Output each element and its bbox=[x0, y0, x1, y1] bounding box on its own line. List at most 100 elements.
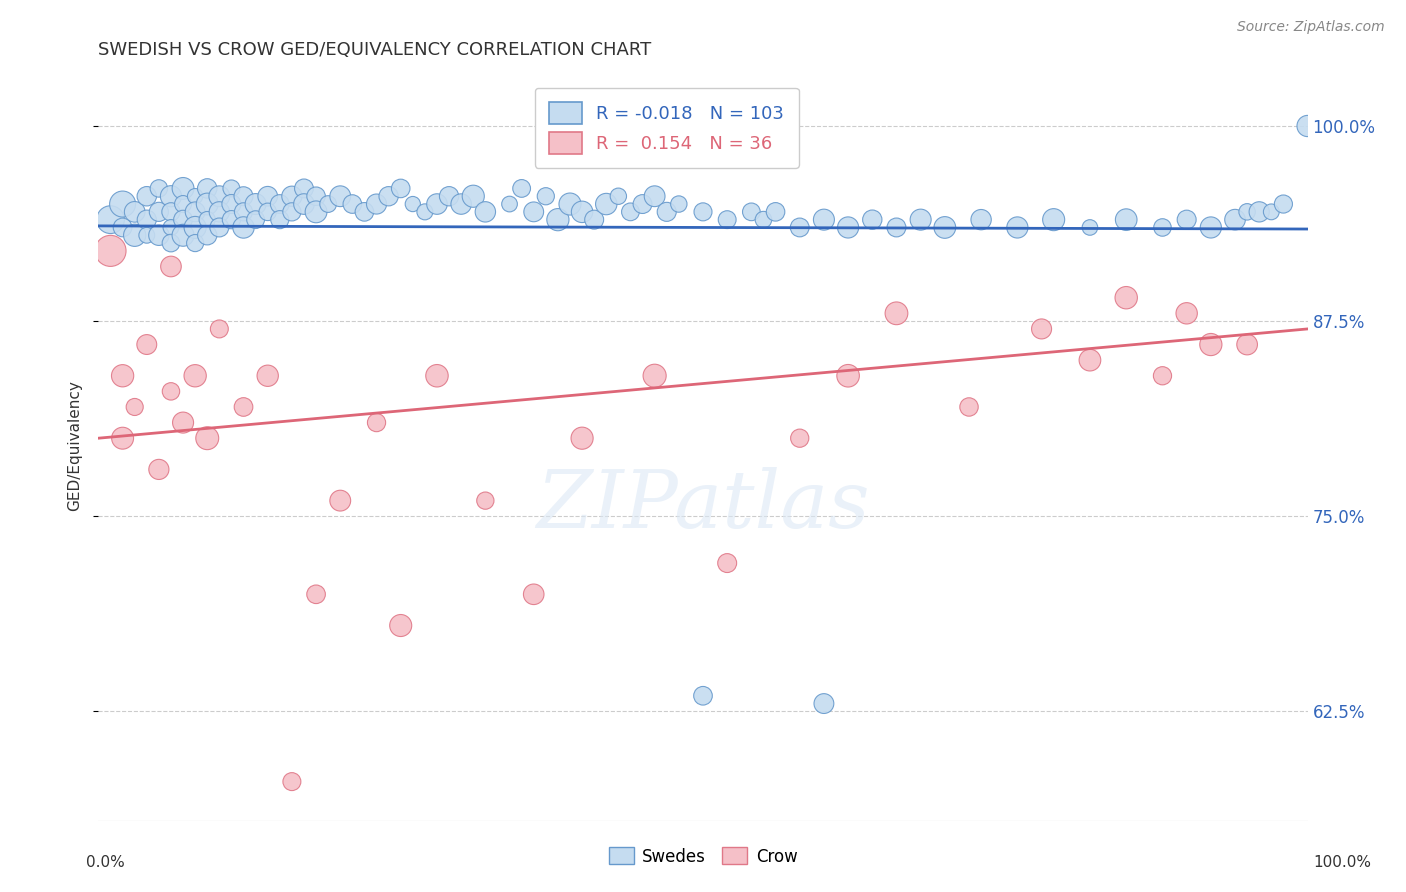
Point bbox=[1115, 291, 1137, 305]
Point bbox=[523, 204, 546, 219]
Point bbox=[221, 181, 243, 195]
Point bbox=[124, 228, 146, 243]
Point bbox=[172, 416, 194, 430]
Point bbox=[1296, 119, 1319, 133]
Point bbox=[813, 212, 835, 227]
Point bbox=[1236, 337, 1258, 351]
Point bbox=[184, 235, 207, 250]
Point bbox=[1042, 212, 1064, 227]
Point bbox=[305, 587, 328, 601]
Point bbox=[111, 368, 134, 383]
Text: 100.0%: 100.0% bbox=[1313, 855, 1372, 870]
Point bbox=[281, 189, 304, 203]
Text: ZIPatlas: ZIPatlas bbox=[536, 467, 870, 545]
Point bbox=[886, 220, 908, 235]
Point bbox=[595, 197, 617, 211]
Point bbox=[402, 197, 425, 211]
Point bbox=[1236, 204, 1258, 219]
Point bbox=[342, 197, 364, 211]
Point bbox=[292, 197, 315, 211]
Point bbox=[752, 212, 775, 227]
Point bbox=[195, 431, 218, 445]
Point bbox=[160, 384, 183, 399]
Text: 0.0%: 0.0% bbox=[86, 855, 125, 870]
Point bbox=[1031, 322, 1053, 336]
Point bbox=[474, 493, 496, 508]
Point bbox=[232, 189, 254, 203]
Point bbox=[269, 212, 291, 227]
Point bbox=[389, 618, 412, 632]
Point bbox=[970, 212, 993, 227]
Point bbox=[523, 587, 546, 601]
Point bbox=[692, 204, 714, 219]
Point bbox=[305, 189, 328, 203]
Point bbox=[498, 197, 520, 211]
Point bbox=[426, 368, 449, 383]
Point bbox=[232, 220, 254, 235]
Point bbox=[1249, 204, 1271, 219]
Point bbox=[534, 189, 557, 203]
Point bbox=[281, 204, 304, 219]
Point bbox=[160, 204, 183, 219]
Point bbox=[558, 197, 581, 211]
Point bbox=[1272, 197, 1295, 211]
Point bbox=[789, 220, 811, 235]
Point bbox=[208, 220, 231, 235]
Point bbox=[100, 212, 122, 227]
Point bbox=[655, 204, 678, 219]
Point bbox=[377, 189, 399, 203]
Point bbox=[245, 197, 267, 211]
Point bbox=[957, 400, 980, 414]
Point bbox=[1175, 212, 1198, 227]
Point bbox=[1152, 220, 1174, 235]
Point bbox=[221, 212, 243, 227]
Point bbox=[221, 197, 243, 211]
Point bbox=[281, 774, 304, 789]
Point bbox=[450, 197, 472, 211]
Point bbox=[269, 197, 291, 211]
Point bbox=[256, 189, 278, 203]
Point bbox=[437, 189, 460, 203]
Point bbox=[886, 306, 908, 320]
Point bbox=[329, 493, 352, 508]
Point bbox=[716, 212, 738, 227]
Point bbox=[789, 431, 811, 445]
Point bbox=[366, 197, 388, 211]
Point bbox=[1007, 220, 1029, 235]
Point bbox=[184, 220, 207, 235]
Point bbox=[571, 431, 593, 445]
Point bbox=[208, 322, 231, 336]
Point bbox=[547, 212, 569, 227]
Point bbox=[160, 220, 183, 235]
Point bbox=[1175, 306, 1198, 320]
Point bbox=[583, 212, 606, 227]
Point bbox=[316, 197, 339, 211]
Point bbox=[837, 368, 859, 383]
Point bbox=[631, 197, 654, 211]
Y-axis label: GED/Equivalency: GED/Equivalency bbox=[67, 381, 83, 511]
Point bbox=[111, 431, 134, 445]
Point bbox=[208, 189, 231, 203]
Point bbox=[160, 260, 183, 274]
Point bbox=[160, 235, 183, 250]
Point bbox=[148, 204, 170, 219]
Point bbox=[765, 204, 787, 219]
Point bbox=[135, 228, 157, 243]
Point bbox=[837, 220, 859, 235]
Point bbox=[1152, 368, 1174, 383]
Point bbox=[111, 197, 134, 211]
Point bbox=[1223, 212, 1246, 227]
Point bbox=[148, 228, 170, 243]
Point bbox=[148, 181, 170, 195]
Point bbox=[245, 212, 267, 227]
Point bbox=[510, 181, 533, 195]
Point bbox=[232, 400, 254, 414]
Point bbox=[1115, 212, 1137, 227]
Point bbox=[366, 416, 388, 430]
Point bbox=[124, 400, 146, 414]
Point bbox=[256, 204, 278, 219]
Point bbox=[184, 204, 207, 219]
Point bbox=[1199, 337, 1222, 351]
Point bbox=[860, 212, 883, 227]
Point bbox=[111, 220, 134, 235]
